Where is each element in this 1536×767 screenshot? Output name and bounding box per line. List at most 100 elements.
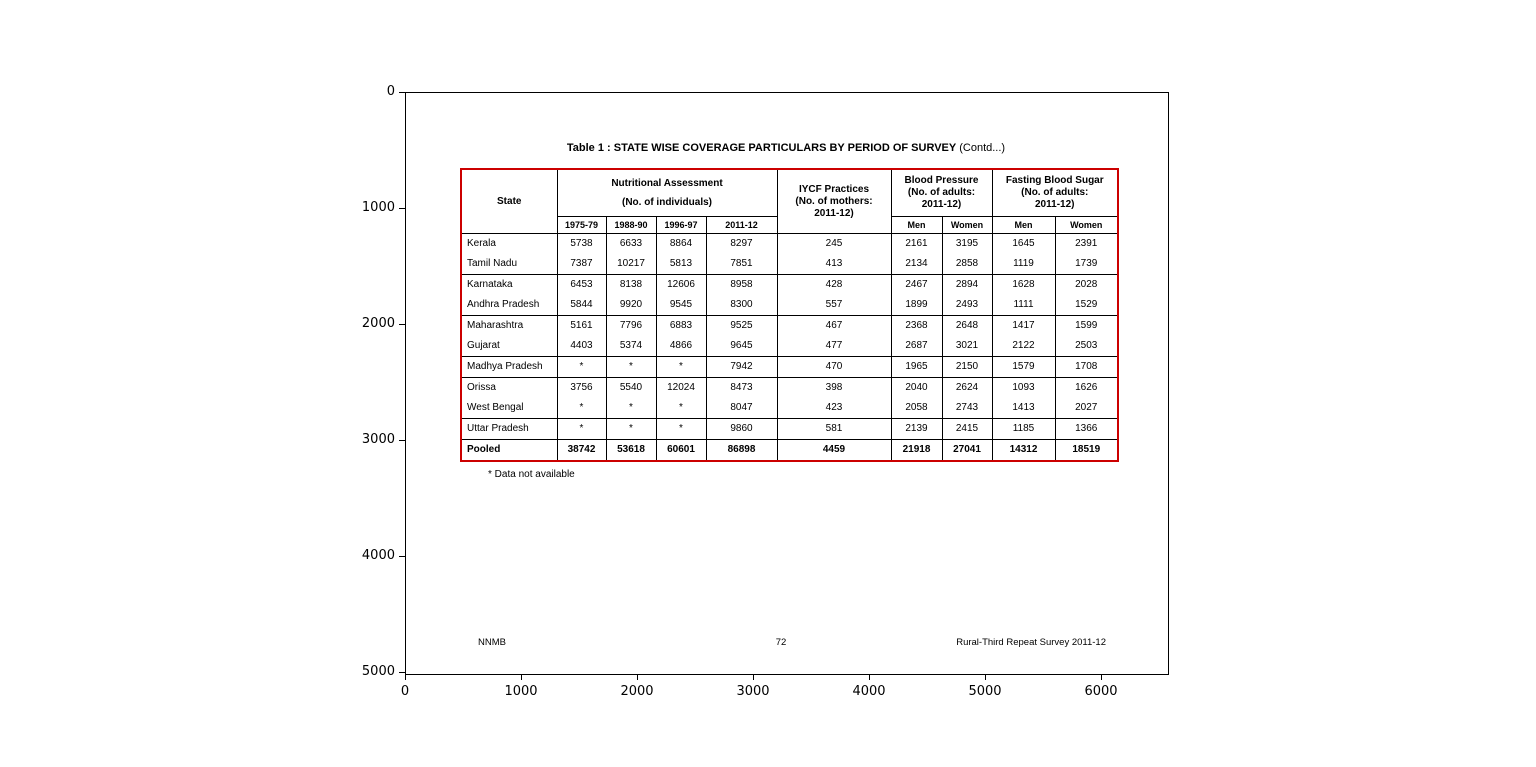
y-tick-mark: [399, 208, 405, 209]
value-cell: 4403: [556, 336, 607, 357]
col-header-year: 2011-12: [705, 216, 778, 234]
col-header-bp-women: Women: [941, 216, 993, 234]
value-cell: 27041: [941, 439, 993, 461]
y-tick-label: 0: [386, 84, 395, 99]
state-cell: Maharashtra: [460, 315, 558, 336]
value-cell: 1185: [991, 418, 1056, 440]
value-cell: 2467: [890, 274, 943, 295]
value-cell: 2648: [941, 315, 993, 336]
value-cell: 5844: [556, 295, 607, 316]
value-cell: 5813: [655, 254, 707, 275]
table-row: Orissa 3756 5540 12024 8473 398 2040 262…: [460, 377, 1119, 398]
value-cell: 2058: [890, 398, 943, 419]
value-cell: 6883: [655, 315, 707, 336]
value-cell: 2391: [1054, 233, 1119, 254]
x-tick-label: 0: [400, 684, 410, 699]
table-row: Tamil Nadu 7387 10217 5813 7851 413 2134…: [460, 254, 1119, 275]
col-header-year: 1975-79: [556, 216, 607, 234]
state-cell: Gujarat: [460, 336, 558, 357]
value-cell: 9545: [655, 295, 707, 316]
value-cell: *: [655, 418, 707, 440]
x-tick-label: 5000: [968, 684, 1002, 699]
value-cell: 8300: [705, 295, 778, 316]
iycf-line1: IYCF Practices: [798, 183, 870, 195]
y-tick-label: 5000: [361, 664, 395, 679]
coverage-table: State Nutritional Assessment (No. of ind…: [460, 168, 1119, 462]
value-cell: *: [556, 418, 607, 440]
value-cell: 428: [776, 274, 892, 295]
nutritional-subtitle: (No. of individuals): [622, 196, 712, 208]
value-cell: 470: [776, 356, 892, 378]
x-tick-mark: [637, 674, 638, 680]
fbs-line2: (No. of adults:: [1021, 187, 1089, 198]
table-title-suffix: (Contd...): [959, 142, 1006, 154]
col-header-year: 1988-90: [605, 216, 657, 234]
state-cell: Madhya Pradesh: [460, 356, 558, 378]
y-tick-mark: [399, 672, 405, 673]
x-tick-mark: [753, 674, 754, 680]
value-cell: 86898: [705, 439, 778, 461]
value-cell: 7942: [705, 356, 778, 378]
value-cell: 9920: [605, 295, 657, 316]
x-tick-label: 1000: [504, 684, 538, 699]
table-row: Kerala 5738 6633 8864 8297 245 2161 3195…: [460, 233, 1119, 254]
footnote: * Data not available: [488, 469, 575, 480]
value-cell: 7851: [705, 254, 778, 275]
y-tick-label: 2000: [361, 316, 395, 331]
footer-page-number: 72: [775, 637, 787, 648]
y-tick-mark: [399, 556, 405, 557]
table-row: Pooled 38742 53618 60601 86898 4459 2191…: [460, 439, 1119, 461]
value-cell: 5738: [556, 233, 607, 254]
col-header-nutritional: Nutritional Assessment (No. of individua…: [556, 168, 778, 217]
value-cell: 3021: [941, 336, 993, 357]
value-cell: 2894: [941, 274, 993, 295]
state-cell: Kerala: [460, 233, 558, 254]
value-cell: 1417: [991, 315, 1056, 336]
value-cell: 8297: [705, 233, 778, 254]
state-cell: Tamil Nadu: [460, 254, 558, 275]
value-cell: 1899: [890, 295, 943, 316]
col-header-bp-men: Men: [890, 216, 943, 234]
value-cell: 2134: [890, 254, 943, 275]
x-tick-label: 2000: [620, 684, 654, 699]
bp-line3: 2011-12): [921, 199, 962, 210]
y-tick-label: 1000: [361, 200, 395, 215]
value-cell: 9860: [705, 418, 778, 440]
value-cell: 7387: [556, 254, 607, 275]
nutritional-title: Nutritional Assessment: [611, 177, 723, 189]
bp-line2: (No. of adults:: [907, 187, 976, 198]
col-header-iycf: IYCF Practices (No. of mothers: 2011-12): [776, 168, 892, 234]
col-header-blood-pressure: Blood Pressure (No. of adults: 2011-12): [890, 168, 993, 217]
x-tick-label: 3000: [736, 684, 770, 699]
value-cell: 8047: [705, 398, 778, 419]
value-cell: 3756: [556, 377, 607, 398]
x-tick-mark: [1101, 674, 1102, 680]
x-tick-label: 4000: [852, 684, 886, 699]
value-cell: 2687: [890, 336, 943, 357]
iycf-line2: (No. of mothers:: [795, 195, 873, 207]
table-body: Kerala 5738 6633 8864 8297 245 2161 3195…: [460, 233, 1119, 461]
value-cell: 1708: [1054, 356, 1119, 378]
value-cell: 14312: [991, 439, 1056, 461]
value-cell: 1529: [1054, 295, 1119, 316]
value-cell: *: [605, 398, 657, 419]
value-cell: 1599: [1054, 315, 1119, 336]
value-cell: 1628: [991, 274, 1056, 295]
value-cell: 1093: [991, 377, 1056, 398]
value-cell: *: [556, 398, 607, 419]
value-cell: 12024: [655, 377, 707, 398]
col-header-state: State: [460, 168, 558, 234]
fbs-line3: 2011-12): [1035, 199, 1075, 210]
value-cell: 2743: [941, 398, 993, 419]
value-cell: 557: [776, 295, 892, 316]
value-cell: 581: [776, 418, 892, 440]
value-cell: 1626: [1054, 377, 1119, 398]
x-tick-mark: [521, 674, 522, 680]
value-cell: 2150: [941, 356, 993, 378]
value-cell: 2415: [941, 418, 993, 440]
state-cell: Karnataka: [460, 274, 558, 295]
value-cell: 2368: [890, 315, 943, 336]
state-cell: Andhra Pradesh: [460, 295, 558, 316]
table-title: Table 1 : STATE WISE COVERAGE PARTICULAR…: [456, 142, 1116, 154]
value-cell: 477: [776, 336, 892, 357]
